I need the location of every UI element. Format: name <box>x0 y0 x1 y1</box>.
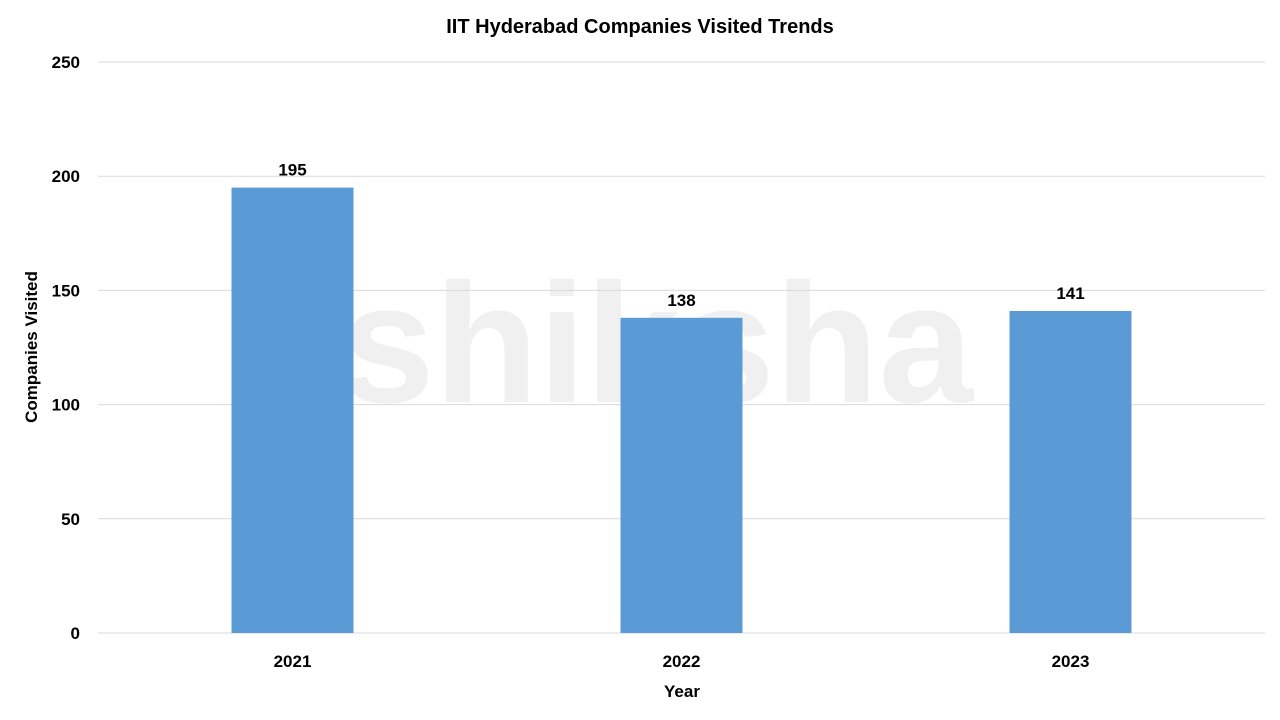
data-label: 141 <box>1056 284 1084 303</box>
x-tick-label: 2023 <box>1052 652 1090 671</box>
data-label: 195 <box>278 161 306 180</box>
y-tick-label: 100 <box>52 396 80 415</box>
x-tick-label: 2021 <box>274 652 312 671</box>
y-tick-label: 200 <box>52 167 80 186</box>
y-tick-label: 150 <box>52 281 80 300</box>
chart-title: IIT Hyderabad Companies Visited Trends <box>446 16 834 38</box>
x-axis-label: Year <box>664 682 700 701</box>
x-tick-label: 2022 <box>663 652 701 671</box>
bar-2023 <box>1009 310 1132 633</box>
y-tick-label: 50 <box>61 510 80 529</box>
y-axis-label: Companies Visited <box>22 271 41 423</box>
bar-2021 <box>231 187 354 633</box>
data-label: 138 <box>667 291 695 310</box>
y-tick-label: 250 <box>52 53 80 72</box>
bar-2022 <box>620 317 743 633</box>
y-tick-label: 0 <box>71 624 80 643</box>
